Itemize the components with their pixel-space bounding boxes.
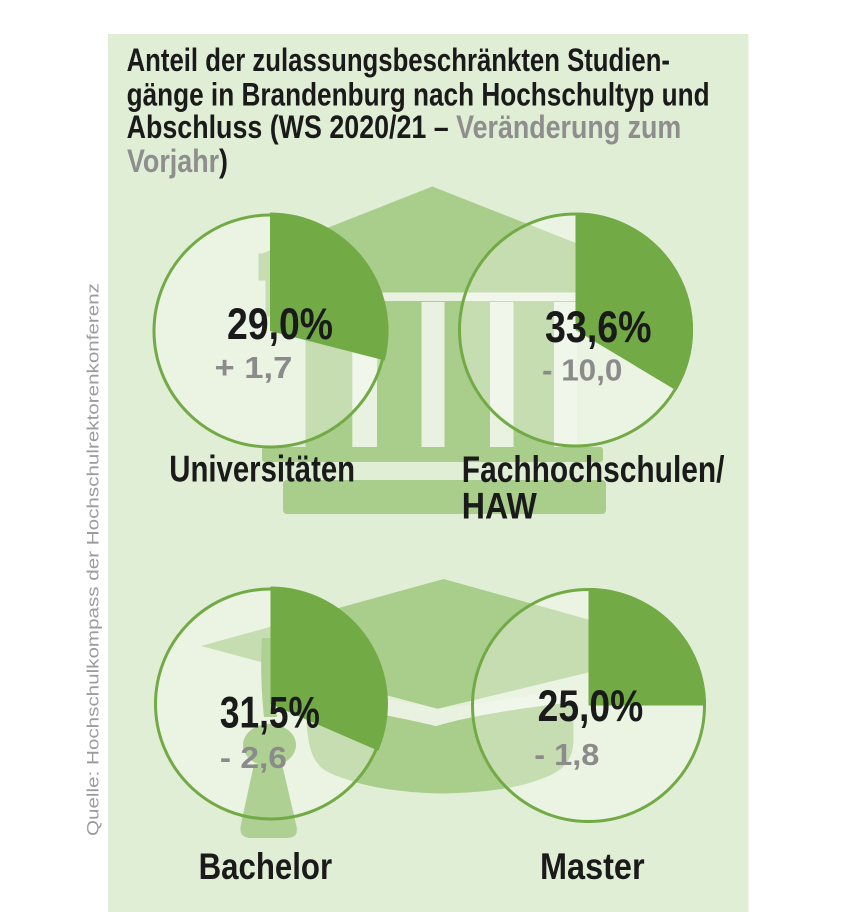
- svg-text:- 2,6: - 2,6: [220, 740, 287, 775]
- svg-text:Quelle: Hochschulkompass der H: Quelle: Hochschulkompass der Hochschulre…: [85, 283, 103, 836]
- svg-text:HAW: HAW: [462, 485, 538, 527]
- svg-text:Master: Master: [540, 845, 645, 887]
- svg-text:Abschluss (WS 2020/21 – Veränd: Abschluss (WS 2020/21 – Veränderung zum: [127, 109, 682, 145]
- svg-text:- 10,0: - 10,0: [542, 353, 622, 388]
- svg-text:29,0%: 29,0%: [227, 300, 333, 349]
- svg-text:Bachelor: Bachelor: [199, 845, 333, 887]
- svg-text:Universitäten: Universitäten: [169, 448, 355, 490]
- svg-text:Vorjahr): Vorjahr): [127, 143, 228, 179]
- svg-text:+ 1,7: + 1,7: [215, 350, 293, 385]
- svg-text:25,0%: 25,0%: [538, 682, 644, 731]
- svg-text:Fachhochschulen/: Fachhochschulen/: [462, 448, 725, 490]
- svg-text:Anteil der zulassungsbeschränk: Anteil der zulassungsbeschränkten Studie…: [127, 42, 670, 78]
- svg-text:gänge in Brandenburg nach Hoch: gänge in Brandenburg nach Hochschultyp u…: [127, 77, 710, 113]
- svg-text:33,6%: 33,6%: [545, 303, 652, 352]
- svg-text:- 1,8: - 1,8: [534, 737, 599, 772]
- svg-text:31,5%: 31,5%: [220, 689, 320, 738]
